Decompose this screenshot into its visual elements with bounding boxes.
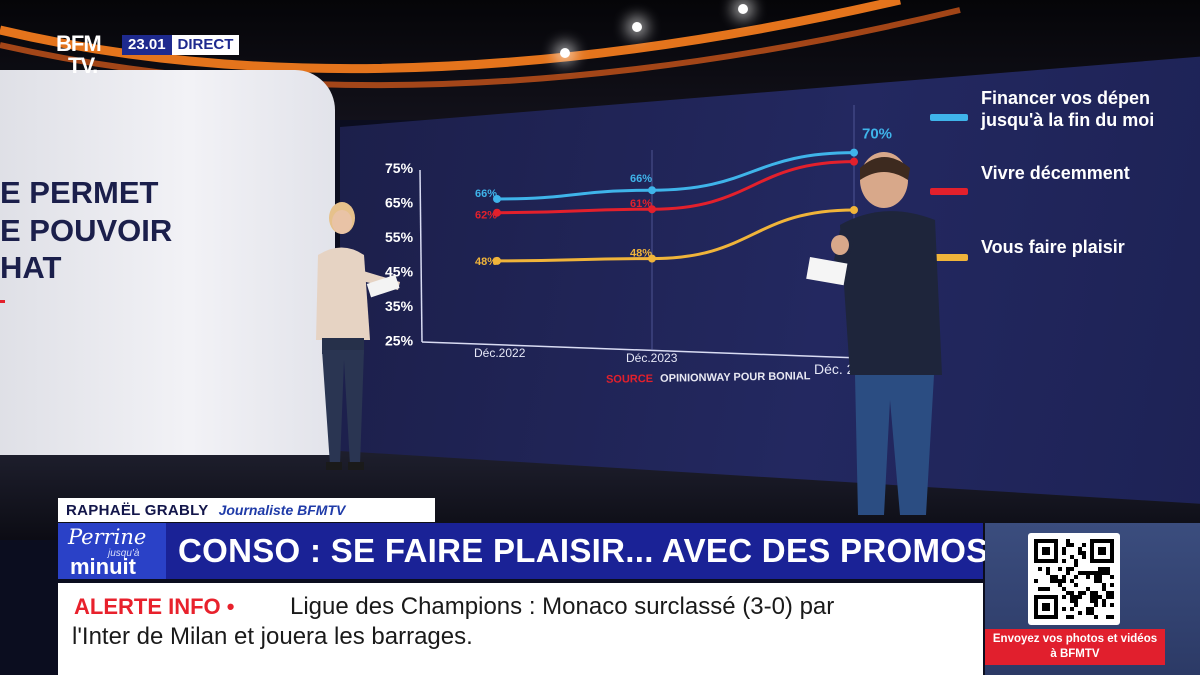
orange-light-arc <box>0 0 961 89</box>
show-logo-line3: minuit <box>70 554 136 579</box>
qr-panel: Envoyez vos photos et vidéos à BFMTV <box>985 523 1200 675</box>
series-point <box>648 186 656 195</box>
clock-live-badge: 23.01 DIRECT <box>122 35 240 55</box>
show-logo-line1: Perrine <box>68 525 147 549</box>
ticker-line1: Ligue des Champions : Monaco surclassé (… <box>290 593 835 620</box>
data-label: 70% <box>862 126 892 143</box>
legend-swatch-financer <box>930 114 968 121</box>
legend-swatch-vivre <box>930 188 968 195</box>
series-point <box>850 206 858 214</box>
series-point <box>493 208 501 217</box>
data-label: 48% <box>630 248 652 260</box>
qr-caption-line1: Envoyez vos photos et vidéos <box>992 633 1158 645</box>
legend-swatch-plaisir <box>930 254 968 261</box>
data-label: 66% <box>475 188 497 200</box>
series-point <box>850 148 858 157</box>
x-axis <box>421 341 861 359</box>
left-screen-text-line: E PERMET <box>0 175 159 210</box>
ceiling-light <box>738 4 748 14</box>
left-screen-text-line: E POUVOIR <box>0 213 173 248</box>
alert-dot: • <box>226 594 235 619</box>
show-logo: Perrine jusqu'à minuit <box>58 523 166 579</box>
series-line <box>496 151 855 201</box>
headline-bar: Perrine jusqu'à minuit CONSO : SE FAIRE … <box>58 523 1009 579</box>
presenter-woman <box>316 202 400 470</box>
left-screen-text-line: HAT <box>0 250 62 285</box>
red-accent-mark <box>0 300 5 303</box>
speaker-name-strip: RAPHAËL GRABLY Journaliste BFMTV <box>58 498 435 522</box>
speaker-role: Journaliste BFMTV <box>218 502 346 518</box>
series-point <box>493 256 501 265</box>
series-point <box>648 254 656 263</box>
data-label: 66% <box>630 173 652 185</box>
live-label: DIRECT <box>177 36 234 53</box>
bfmtv-logo: BFM TV. <box>56 33 116 81</box>
floor-reflection <box>470 455 890 495</box>
data-label: 48% <box>475 256 497 268</box>
series-point <box>493 194 501 203</box>
y-tick-label: 55% <box>385 229 414 245</box>
ceiling-light <box>632 22 642 32</box>
y-axis <box>419 169 423 343</box>
logo-text-bfm: BFM <box>56 31 102 56</box>
x-tick-label: Déc. 2 <box>814 361 855 377</box>
x-tick-label: Déc.2023 <box>626 351 678 365</box>
legend-label-financer: Financer vos dépen <box>981 88 1151 108</box>
alert-info-text: ALERTE INFO <box>74 594 221 619</box>
speaker-name: RAPHAËL GRABLY <box>66 501 209 519</box>
show-logo-line2: jusqu'à <box>108 548 140 559</box>
presenter-man <box>806 152 942 515</box>
qr-code-icon[interactable] <box>1028 533 1120 625</box>
data-label: 61% <box>630 198 652 210</box>
legend-label-plaisir: Vous faire plaisir <box>981 237 1125 257</box>
news-ticker: ALERTE INFO • Ligue des Champions : Mona… <box>58 583 983 675</box>
y-tick-label: 45% <box>385 264 414 280</box>
legend-label-vivre: Vivre décemment <box>981 163 1130 183</box>
data-label: 62% <box>475 210 497 222</box>
series-point <box>648 205 656 214</box>
y-tick-label: 75% <box>385 160 414 176</box>
qr-caption-line2: à BFMTV <box>1050 648 1100 660</box>
qr-caption: Envoyez vos photos et vidéos à BFMTV <box>985 629 1165 665</box>
ticker-line2: l'Inter de Milan et jouera les barrages. <box>72 623 473 650</box>
chart-video-wall <box>340 55 1200 505</box>
y-tick-label: 35% <box>385 298 414 314</box>
y-tick-label: 65% <box>385 195 414 211</box>
left-display-screen <box>0 70 335 455</box>
series-line <box>496 160 855 215</box>
chart-source-label: SOURCE <box>605 372 654 386</box>
clock-time: 23.01 <box>122 35 172 55</box>
series-point <box>850 157 858 166</box>
alert-info-label: ALERTE INFO • <box>74 594 235 620</box>
legend-label-financer-line2: jusqu'à la fin du moi <box>981 110 1155 130</box>
series-line <box>496 208 855 263</box>
ceiling-light <box>560 48 570 58</box>
x-tick-label: Déc.2022 <box>474 346 526 360</box>
logo-text-tv: TV. <box>68 53 98 78</box>
headline-text: CONSO : SE FAIRE PLAISIR... AVEC DES PRO… <box>178 532 1010 569</box>
y-tick-label: 25% <box>385 333 414 349</box>
